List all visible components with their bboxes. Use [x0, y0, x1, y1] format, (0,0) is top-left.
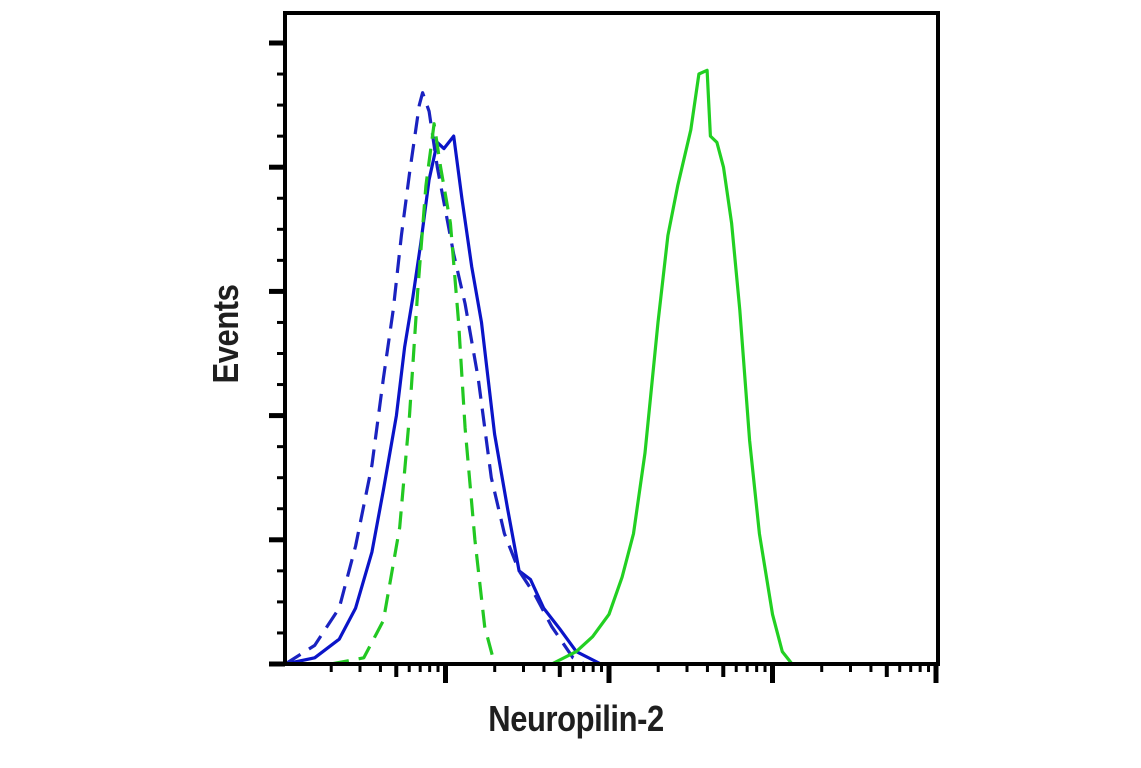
x-axis-title: Neuropilin-2 — [488, 698, 664, 739]
plot-series — [284, 68, 936, 666]
y-axis-title: Events — [205, 284, 246, 384]
series-blue-dashed — [284, 91, 586, 666]
axes — [269, 11, 940, 683]
plot-frame — [283, 11, 940, 666]
series-green-dashed — [330, 122, 544, 666]
series-green-solid — [551, 68, 936, 666]
series-blue-solid — [284, 134, 936, 666]
